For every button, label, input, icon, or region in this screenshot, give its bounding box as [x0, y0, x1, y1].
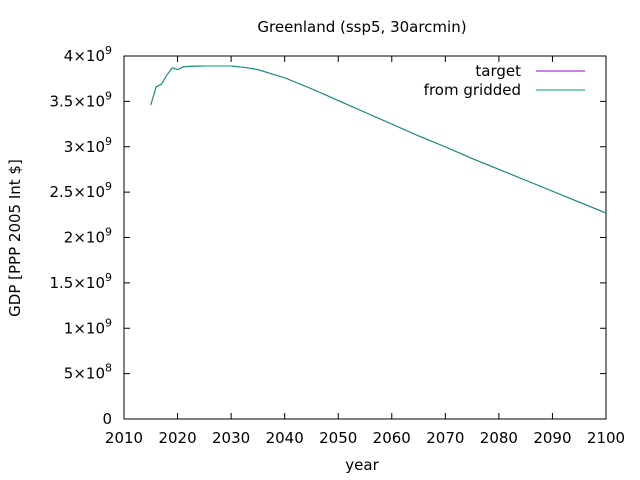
y-axis-title: GDP [PPP 2005 Int $] [6, 159, 24, 317]
x-tick-label: 2060 [373, 429, 411, 447]
y-axis: 0 5×108 1×109 1.5×109 2×109 2.5×109 3×109 3.5×1… [49, 44, 606, 428]
y-tick-label: 3×109 [64, 135, 112, 156]
series-line-0 [150, 65, 607, 214]
x-tick-label: 2030 [212, 429, 250, 447]
y-tick-label: 3.5×109 [49, 89, 112, 110]
y-tick-label: 0 [102, 410, 112, 428]
y-tick-label: 2×109 [64, 226, 112, 247]
x-axis-title: year [345, 456, 379, 474]
x-tick-label: 2040 [266, 429, 304, 447]
chart-title: Greenland (ssp5, 30arcmin) [257, 18, 466, 36]
y-tick-label: 1.5×109 [49, 271, 112, 292]
x-tick-label: 2100 [587, 429, 625, 447]
x-tick-label: 2020 [158, 429, 196, 447]
y-tick-label: 2.5×109 [49, 180, 112, 201]
x-tick-label: 2070 [426, 429, 464, 447]
y-tick-label: 5×108 [64, 362, 112, 383]
x-axis: 2010 2020 2030 2040 2050 2060 2070 2080 2090 2100 [105, 56, 625, 447]
x-tick-label: 2090 [533, 429, 571, 447]
series-line-1 [150, 65, 607, 214]
y-tick-label: 4×109 [64, 44, 112, 65]
legend-label-1: from gridded [424, 81, 521, 99]
y-tick-label: 1×109 [64, 316, 112, 337]
x-tick-label: 2010 [105, 429, 143, 447]
series-group [150, 65, 607, 214]
x-tick-label: 2080 [480, 429, 518, 447]
plot-frame [123, 55, 607, 420]
legend-label-0: target [475, 62, 521, 80]
x-tick-label: 2050 [319, 429, 357, 447]
